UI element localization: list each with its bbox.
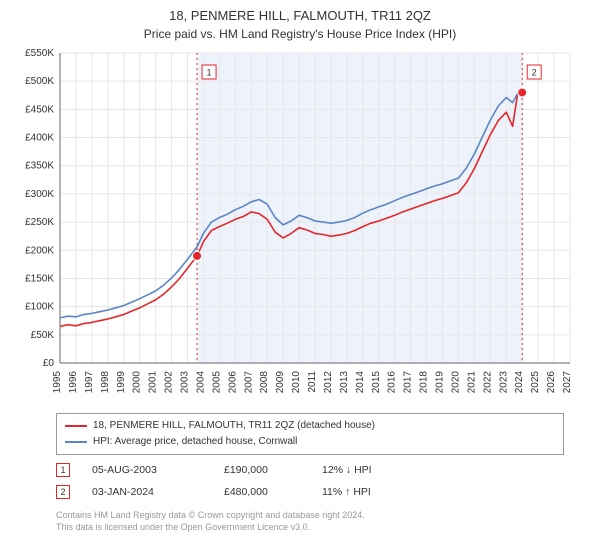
legend-row: HPI: Average price, detached house, Corn… — [65, 434, 555, 450]
transaction-marker: 2 — [56, 485, 70, 499]
svg-text:£250K: £250K — [25, 217, 54, 228]
legend-label: HPI: Average price, detached house, Corn… — [93, 434, 297, 450]
legend-swatch — [65, 425, 87, 427]
line-chart-svg: £0 £50K £100K £150K £200K £250K £300K £350K £400… — [10, 47, 590, 407]
svg-text:2010: 2010 — [291, 371, 302, 394]
svg-text:£100K: £100K — [25, 302, 54, 313]
legend-swatch — [65, 441, 87, 443]
transaction-date: 05-AUG-2003 — [92, 464, 202, 476]
transaction-pct: 12% ↓ HPI — [322, 464, 442, 476]
svg-text:2004: 2004 — [195, 371, 206, 394]
svg-text:£150K: £150K — [25, 273, 54, 284]
svg-text:2001: 2001 — [148, 371, 159, 394]
transaction-row: 1 05-AUG-2003 £190,000 12% ↓ HPI — [56, 459, 564, 481]
legend-row: 18, PENMERE HILL, FALMOUTH, TR11 2QZ (de… — [65, 418, 555, 434]
svg-text:£200K: £200K — [25, 245, 54, 256]
svg-text:2009: 2009 — [275, 371, 286, 394]
svg-text:2007: 2007 — [243, 371, 254, 394]
svg-text:£350K: £350K — [25, 161, 54, 172]
footnote-line2: This data is licensed under the Open Gov… — [56, 521, 564, 533]
svg-text:2026: 2026 — [546, 371, 557, 394]
svg-text:2027: 2027 — [562, 371, 573, 394]
svg-text:2000: 2000 — [132, 371, 143, 394]
transaction-price: £190,000 — [224, 464, 300, 476]
chart-title: 18, PENMERE HILL, FALMOUTH, TR11 2QZ — [0, 0, 600, 23]
svg-text:2023: 2023 — [498, 371, 509, 394]
svg-text:£400K: £400K — [25, 133, 54, 144]
svg-text:£550K: £550K — [25, 48, 54, 59]
svg-text:1996: 1996 — [68, 371, 79, 394]
svg-text:2016: 2016 — [387, 371, 398, 394]
transaction-table: 1 05-AUG-2003 £190,000 12% ↓ HPI 2 03-JAN-202… — [56, 459, 564, 503]
svg-text:£500K: £500K — [25, 76, 54, 87]
svg-text:1997: 1997 — [84, 371, 95, 394]
transaction-price: £480,000 — [224, 486, 300, 498]
svg-text:£0: £0 — [43, 358, 55, 369]
transaction-row: 2 03-JAN-2024 £480,000 11% ↑ HPI — [56, 481, 564, 503]
legend-label: 18, PENMERE HILL, FALMOUTH, TR11 2QZ (de… — [93, 418, 375, 434]
svg-text:2013: 2013 — [339, 371, 350, 394]
svg-text:2008: 2008 — [259, 371, 270, 394]
svg-text:2017: 2017 — [403, 371, 414, 394]
svg-text:2014: 2014 — [355, 371, 366, 394]
svg-text:2006: 2006 — [227, 371, 238, 394]
svg-text:2012: 2012 — [323, 371, 334, 394]
svg-text:1999: 1999 — [116, 371, 127, 394]
svg-text:£450K: £450K — [25, 104, 54, 115]
svg-text:2015: 2015 — [371, 371, 382, 394]
svg-text:2: 2 — [532, 68, 537, 78]
chart-subtitle: Price paid vs. HM Land Registry's House … — [0, 23, 600, 47]
chart-area: £0 £50K £100K £150K £200K £250K £300K £350K £400… — [10, 47, 590, 407]
svg-text:2021: 2021 — [466, 371, 477, 394]
svg-text:2025: 2025 — [530, 371, 541, 394]
footnote-line1: Contains HM Land Registry data © Crown c… — [56, 509, 564, 521]
svg-text:2022: 2022 — [482, 371, 493, 394]
svg-text:£300K: £300K — [25, 189, 54, 200]
svg-text:2003: 2003 — [180, 371, 191, 394]
svg-text:£50K: £50K — [31, 330, 55, 341]
svg-text:2018: 2018 — [419, 371, 430, 394]
transaction-marker: 1 — [56, 463, 70, 477]
svg-text:1998: 1998 — [100, 371, 111, 394]
svg-text:2024: 2024 — [514, 371, 525, 394]
svg-text:2011: 2011 — [307, 371, 318, 393]
svg-text:2002: 2002 — [164, 371, 175, 394]
svg-text:1: 1 — [207, 68, 212, 78]
transaction-pct: 11% ↑ HPI — [322, 486, 442, 498]
chart-container: 18, PENMERE HILL, FALMOUTH, TR11 2QZ Pri… — [0, 0, 600, 560]
svg-text:2019: 2019 — [435, 371, 446, 394]
transaction-date: 03-JAN-2024 — [92, 486, 202, 498]
svg-text:2020: 2020 — [450, 371, 461, 394]
svg-text:1995: 1995 — [52, 371, 63, 394]
legend: 18, PENMERE HILL, FALMOUTH, TR11 2QZ (de… — [56, 413, 564, 455]
footnote: Contains HM Land Registry data © Crown c… — [56, 509, 564, 533]
svg-text:2005: 2005 — [211, 371, 222, 394]
